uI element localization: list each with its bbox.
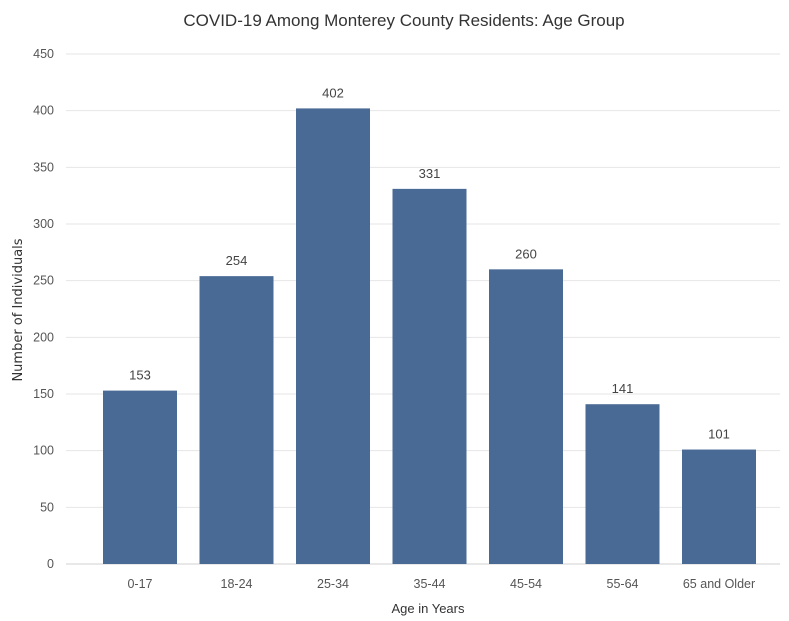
data-label: 260 [515,246,537,261]
x-tick-label: 18-24 [221,577,253,591]
bar-45-54 [489,269,563,564]
x-axis-label: Age in Years [391,601,465,616]
data-label: 101 [708,427,730,442]
y-axis-label: Number of Individuals [11,238,26,381]
y-tick-label: 150 [33,387,54,401]
data-label: 402 [322,85,344,100]
bar-0-17 [103,390,177,564]
bar-18-24 [199,276,274,564]
data-label: 254 [226,253,248,268]
y-axis-ticks: 0 50 100 150 200 250 300 350 400 450 [33,47,54,571]
x-tick-label: 65 and Older [683,577,755,591]
bar-65-and-older [682,449,756,564]
y-tick-label: 250 [33,274,54,288]
y-tick-label: 200 [33,330,54,344]
y-tick-label: 300 [33,217,54,231]
x-tick-label: 35-44 [414,577,446,591]
data-label: 141 [612,381,634,396]
data-label: 331 [419,166,441,181]
y-tick-label: 350 [33,160,54,174]
y-tick-label: 0 [47,557,54,571]
data-label: 153 [129,368,151,383]
y-tick-label: 100 [33,444,54,458]
y-tick-label: 400 [33,104,54,118]
bar-25-34 [296,108,370,565]
bars [103,108,756,565]
bar-35-44 [392,188,467,564]
x-tick-label: 55-64 [607,577,639,591]
chart-title: COVID-19 Among Monterey County Residents… [183,11,624,30]
x-tick-label: 0-17 [127,577,152,591]
x-tick-label: 45-54 [510,577,542,591]
y-tick-label: 50 [40,500,54,514]
y-tick-label: 450 [33,47,54,61]
x-axis-ticks: 0-17 18-24 25-34 35-44 45-54 55-64 65 and Olde… [127,577,755,591]
bar-55-64 [585,404,660,564]
data-labels: 153 254 402 331 260 141 101 [129,85,730,441]
x-tick-label: 25-34 [317,577,349,591]
